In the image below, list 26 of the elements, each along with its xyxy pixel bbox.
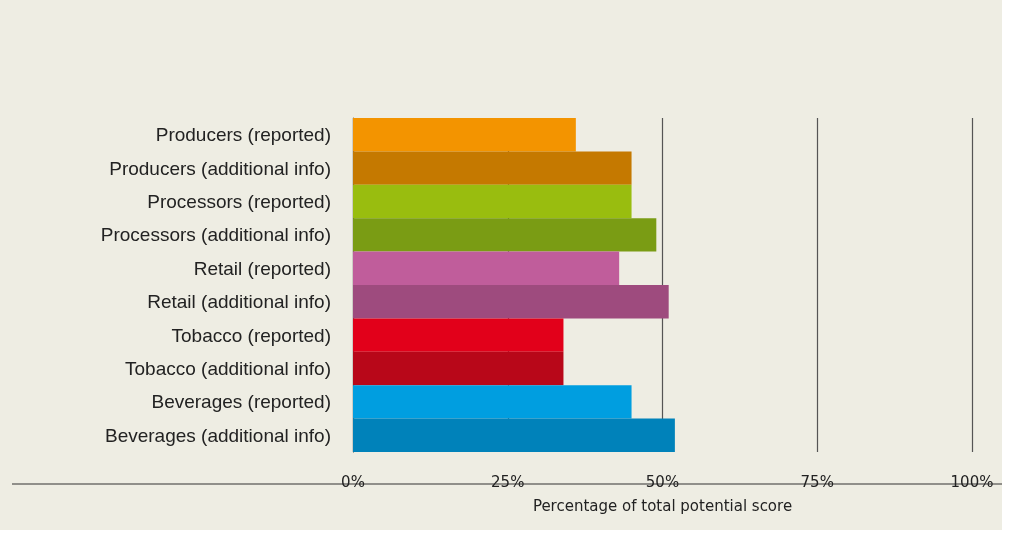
bar xyxy=(353,285,669,319)
bar xyxy=(353,351,564,386)
bar xyxy=(353,218,657,252)
bar xyxy=(353,118,576,152)
y-tick-label: Tobacco (reported) xyxy=(171,324,331,346)
bar xyxy=(353,184,632,219)
bar xyxy=(353,318,564,352)
x-tick-label: 50% xyxy=(645,472,680,491)
x-tick-label: 75% xyxy=(800,472,834,491)
y-tick-label: Tobacco (additional info) xyxy=(125,358,331,379)
y-tick-label: Retail (additional info) xyxy=(147,291,331,313)
x-axis-title: Percentage of total potential score xyxy=(532,496,793,515)
x-tick-label: 25% xyxy=(491,472,525,491)
y-tick-label: Beverages (additional info) xyxy=(104,424,331,446)
bar xyxy=(353,385,632,419)
y-tick-label: Processors (reported) xyxy=(147,191,331,212)
y-tick-label: Retail (reported) xyxy=(193,257,331,279)
bar xyxy=(353,418,675,452)
x-tick-label: 0% xyxy=(341,472,365,491)
y-tick-label: Producers (additional info) xyxy=(109,157,331,179)
x-tick-label: 100% xyxy=(950,472,994,491)
bar xyxy=(353,151,632,185)
y-tick-label: Beverages (reported) xyxy=(151,391,331,413)
bar xyxy=(353,251,620,285)
y-tick-label: Producers (reported) xyxy=(155,124,331,146)
y-tick-label: Processors (additional info) xyxy=(100,224,331,246)
